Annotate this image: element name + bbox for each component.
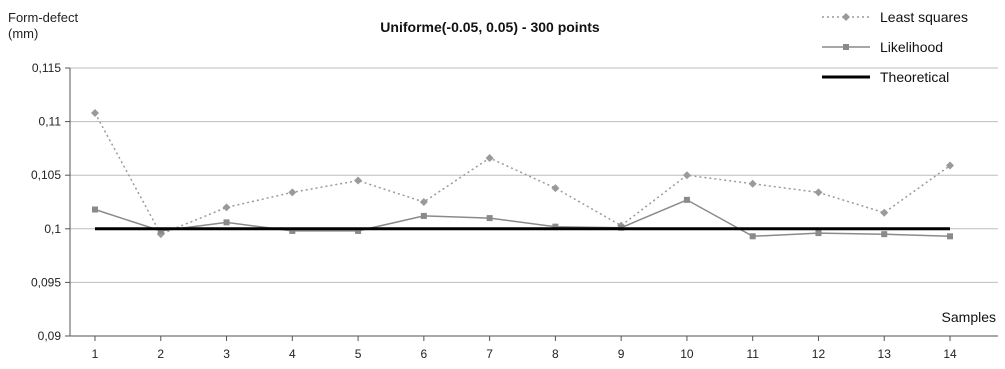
grid-layer (70, 67, 998, 283)
point-least-squares-13 (880, 208, 889, 217)
point-least-squares-12 (814, 188, 823, 197)
x-tick-label-12: 12 (812, 347, 826, 361)
x-tick-label-1: 1 (92, 347, 99, 361)
point-least-squares-7 (485, 154, 494, 163)
y-tick-label-2: 0,1 (44, 222, 61, 236)
point-likelihood-4 (289, 227, 296, 234)
point-least-squares-1 (91, 109, 99, 118)
point-least-squares-14 (946, 161, 954, 170)
point-likelihood-10 (683, 196, 690, 203)
chart-title: Uniforme(-0.05, 0.05) - 300 points (380, 19, 600, 35)
point-least-squares-6 (419, 198, 428, 206)
y-tick-label-5: 0,115 (32, 61, 61, 75)
y-tick-label-0: 0,09 (38, 329, 62, 343)
x-tick-label-7: 7 (486, 347, 493, 361)
point-likelihood-3 (223, 219, 230, 226)
point-least-squares-5 (354, 176, 363, 185)
x-tick-label-13: 13 (878, 347, 892, 361)
x-tick-label-14: 14 (943, 347, 957, 361)
y-axis-label-line1: Form-defect (8, 10, 78, 25)
legend-item-least-squares: Least squares (822, 9, 968, 25)
x-tick-label-8: 8 (552, 347, 559, 361)
x-tick-label-4: 4 (289, 347, 296, 361)
point-likelihood-5 (355, 227, 362, 234)
point-least-squares-3 (222, 203, 231, 212)
legend-marker-likelihood (843, 44, 849, 50)
series-layer (91, 109, 954, 240)
point-least-squares-10 (682, 171, 691, 180)
x-tick-label-11: 11 (746, 347, 759, 361)
legend-item-theoretical: Theoretical (822, 69, 949, 85)
legend-label-least-squares: Least squares (880, 9, 968, 25)
point-likelihood-12 (815, 230, 822, 237)
point-likelihood-11 (749, 233, 756, 240)
x-tick-label-6: 6 (421, 347, 428, 361)
legend-label-theoretical: Theoretical (880, 69, 949, 85)
x-tick-label-5: 5 (355, 347, 362, 361)
y-tick-label-4: 0,11 (39, 115, 62, 129)
point-least-squares-4 (288, 188, 297, 197)
x-tick-label-2: 2 (157, 347, 164, 361)
x-tick-label-3: 3 (223, 347, 230, 361)
point-likelihood-7 (486, 215, 493, 222)
series-line-least-squares (94, 112, 951, 236)
y-axis-label-line2: (mm) (8, 26, 38, 41)
point-least-squares-8 (551, 184, 560, 193)
point-likelihood-14 (947, 233, 953, 240)
point-likelihood-6 (420, 212, 427, 219)
point-least-squares-11 (748, 179, 757, 188)
point-likelihood-2 (157, 227, 164, 234)
y-tick-label-1: 0,095 (31, 275, 61, 289)
legend-item-likelihood: Likelihood (822, 39, 943, 55)
series-line-likelihood (94, 199, 951, 238)
legend-label-likelihood: Likelihood (880, 39, 943, 55)
point-likelihood-8 (552, 223, 559, 230)
y-tick-label-3: 0,105 (31, 168, 61, 182)
legend: Least squares Likelihood Theoretical (822, 9, 968, 85)
point-likelihood-1 (92, 206, 98, 213)
x-axis-label: Samples (942, 309, 996, 325)
x-tick-label-10: 10 (680, 347, 694, 361)
x-tick-label-9: 9 (618, 347, 625, 361)
legend-marker-least-squares (842, 13, 850, 21)
point-likelihood-13 (881, 231, 888, 238)
